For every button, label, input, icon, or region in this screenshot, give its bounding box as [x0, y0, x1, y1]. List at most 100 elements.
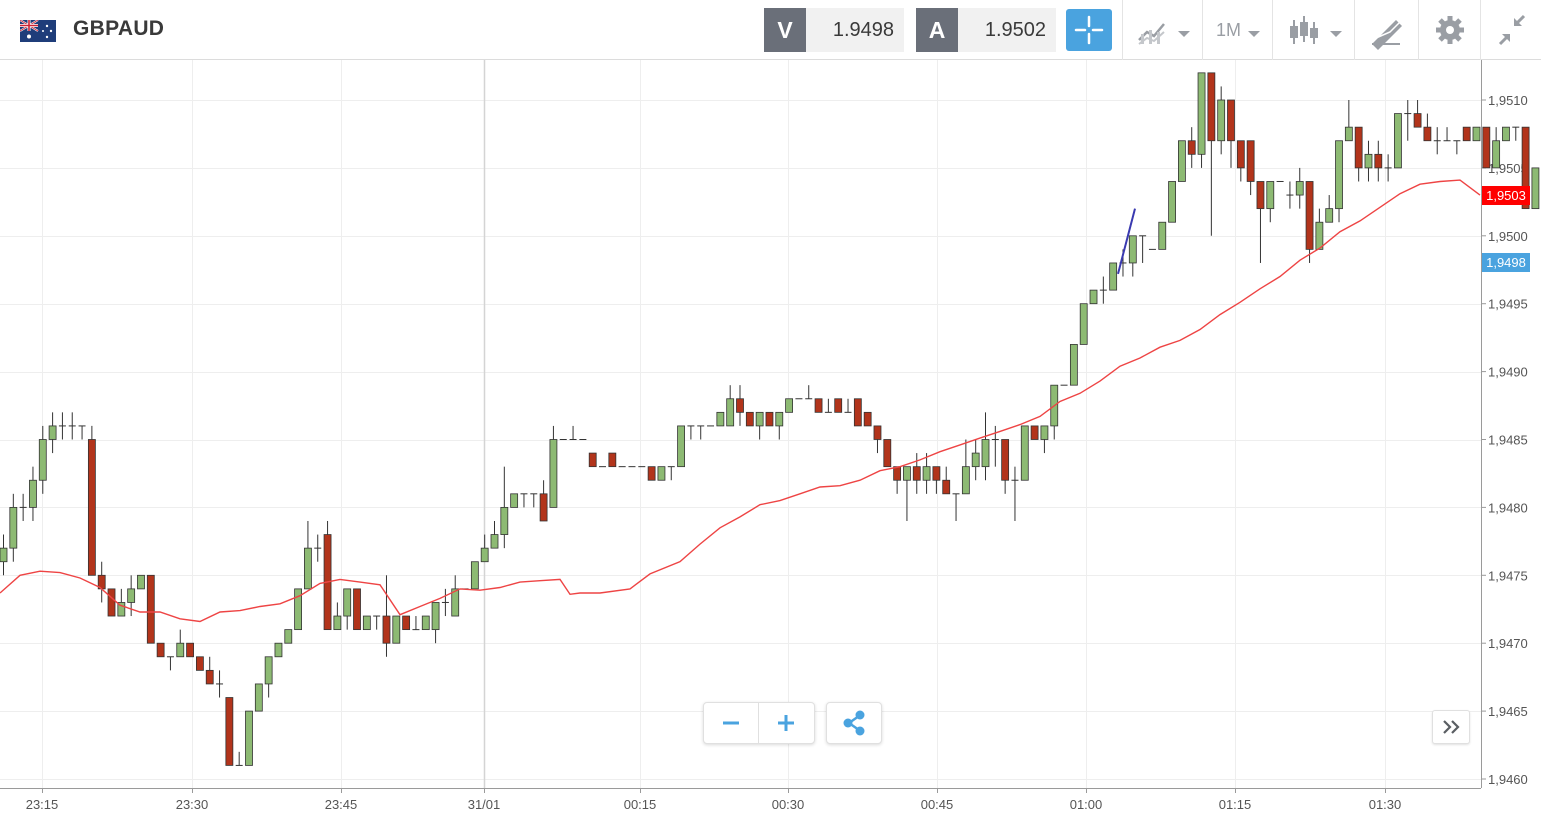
candle-down: [1462, 126, 1471, 142]
minus-icon: [723, 721, 739, 725]
candle-up: [343, 588, 352, 617]
settings-button[interactable]: [1430, 8, 1470, 52]
candle-down: [1001, 439, 1010, 481]
candle-down: [156, 642, 165, 658]
x-axis-tick-label: 00:30: [772, 797, 805, 812]
toolbar-separator: [1418, 0, 1419, 60]
y-axis-tick-label: 1,9510: [1488, 93, 1528, 108]
candle-up: [176, 642, 185, 658]
double-chevron-right-icon: [1443, 720, 1460, 734]
candle-down: [588, 452, 597, 468]
candle-up: [1472, 126, 1481, 142]
scroll-to-latest-button[interactable]: [1432, 710, 1470, 744]
crosshair-icon: [1074, 15, 1104, 45]
candle-up: [677, 425, 685, 468]
candle-down: [893, 466, 902, 481]
candle-up: [1531, 167, 1540, 210]
zoom-controls: [703, 702, 815, 744]
candle-up: [421, 615, 430, 631]
candle-up: [1325, 208, 1334, 223]
candle-up: [333, 615, 342, 631]
candle-up: [1394, 113, 1402, 169]
zoom-in-button[interactable]: [759, 703, 813, 743]
candle-up: [38, 439, 47, 481]
candle-up: [1079, 303, 1088, 345]
collapse-button[interactable]: [1492, 8, 1532, 52]
candle-up: [1266, 181, 1275, 210]
candle-up: [1295, 181, 1304, 196]
moving-average-line: [0, 179, 1481, 623]
x-axis-tick-label: 31/01: [468, 797, 501, 812]
candle-down: [1423, 126, 1432, 142]
candle-up: [392, 615, 401, 644]
candle-down: [608, 452, 617, 468]
candle-down: [1256, 181, 1265, 210]
candle-down: [1207, 72, 1216, 142]
buy-quote[interactable]: A 1.9502: [916, 8, 1056, 52]
share-button[interactable]: [826, 702, 882, 744]
candle-up: [451, 588, 460, 617]
y-axis-tick-label: 1,9460: [1488, 772, 1528, 787]
candle-down: [1236, 140, 1245, 169]
candle-up: [549, 439, 558, 508]
candle-down: [853, 398, 862, 427]
sell-label: V: [764, 8, 806, 52]
candle-up: [1128, 235, 1137, 264]
candlestick-icon: [1290, 16, 1318, 44]
candle-down: [1374, 153, 1383, 169]
candle-up: [1217, 99, 1226, 142]
candle-up: [1109, 262, 1118, 291]
candle-up: [1364, 153, 1373, 169]
candle-up: [657, 466, 666, 481]
candle-up: [1335, 140, 1343, 210]
candle-up: [971, 452, 980, 468]
x-axis-tick-label: 01:15: [1219, 797, 1252, 812]
candle-up: [755, 411, 764, 427]
candle-down: [225, 697, 234, 766]
chart-type-button[interactable]: [1134, 8, 1194, 52]
candle-up: [500, 506, 509, 535]
candle-down: [765, 411, 774, 427]
chart-toolbar: GBPAUD V 1.9498 A 1.9502 1M: [0, 0, 1541, 60]
timeframe-label: 1M: [1216, 20, 1242, 40]
draw-tools-button[interactable]: [1366, 8, 1406, 52]
candle-up: [961, 466, 970, 495]
timeframe-button[interactable]: 1M: [1214, 8, 1264, 52]
chevron-down-icon: [1178, 31, 1190, 37]
candle-up: [1040, 425, 1049, 440]
candle-down: [942, 479, 951, 495]
candle-down: [382, 615, 391, 644]
candle-up: [1344, 126, 1353, 142]
x-axis-tick-label: 23:30: [176, 797, 209, 812]
chevron-down-icon: [1330, 31, 1342, 37]
toolbar-separator: [1272, 0, 1273, 60]
candle-style-button[interactable]: [1284, 8, 1346, 52]
candle-down: [647, 466, 656, 481]
trend-line[interactable]: [1117, 208, 1136, 275]
candle-down: [1521, 126, 1530, 210]
toolbar-separator: [1480, 0, 1481, 60]
x-axis-tick-label: 23:45: [325, 797, 358, 812]
draw-tools-icon: [1372, 20, 1402, 50]
candle-down: [1030, 425, 1039, 440]
candle-up: [127, 588, 136, 603]
candle-up: [716, 411, 725, 427]
crosshair-button[interactable]: [1066, 9, 1112, 51]
candle-up: [137, 574, 145, 590]
sell-quote[interactable]: V 1.9498: [764, 8, 904, 52]
toolbar-separator: [1122, 0, 1123, 60]
candle-up: [1158, 221, 1167, 250]
candle-down: [1227, 99, 1235, 142]
candle-up: [254, 683, 263, 712]
candle-up: [0, 547, 8, 563]
candle-up: [1069, 344, 1078, 386]
zoom-out-button[interactable]: [704, 703, 759, 743]
candle-up: [775, 411, 784, 427]
candle-up: [1502, 126, 1510, 142]
buy-price: 1.9502: [984, 19, 1046, 41]
instrument-symbol: GBPAUD: [73, 17, 165, 40]
y-axis-tick-label: 1,9475: [1488, 568, 1528, 583]
candle-up: [922, 466, 931, 481]
candle-up: [1178, 140, 1186, 182]
